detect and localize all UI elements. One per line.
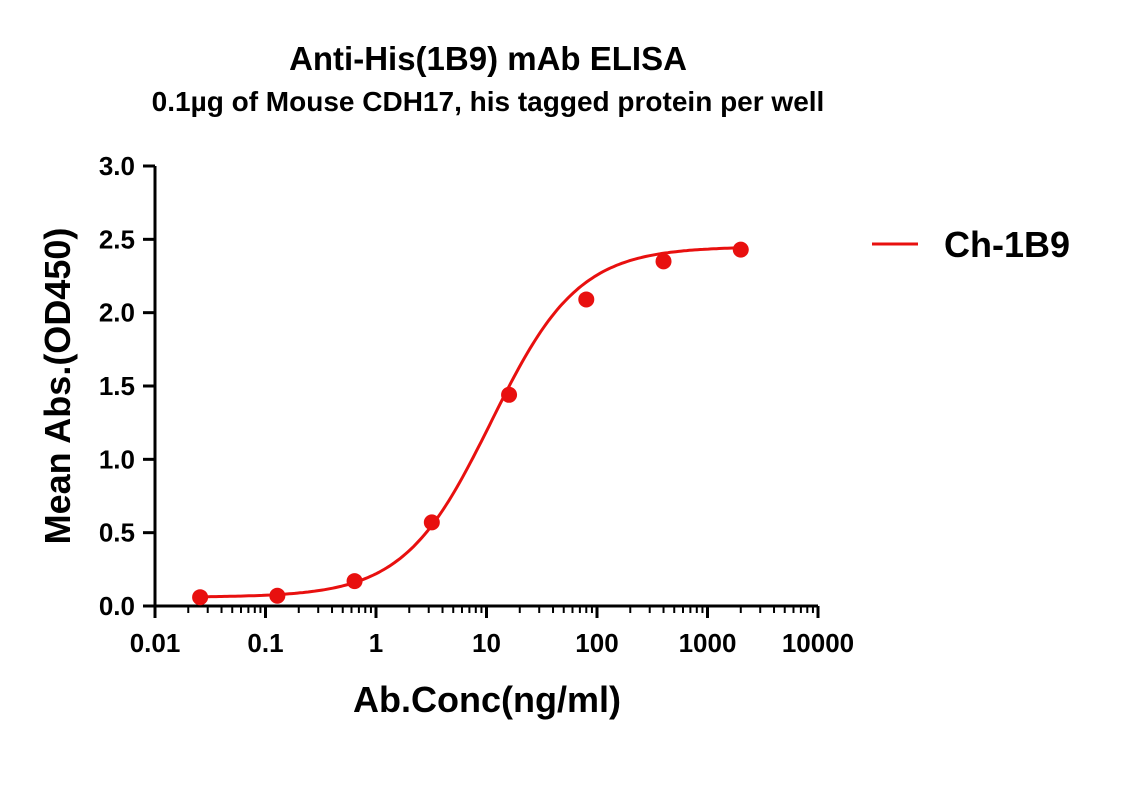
x-tick-label: 10000 xyxy=(782,628,854,658)
data-point xyxy=(423,514,440,531)
x-tick-label: 1 xyxy=(369,628,383,658)
x-tick-label: 0.1 xyxy=(247,628,283,658)
y-tick-label: 0.0 xyxy=(99,591,135,621)
data-point xyxy=(269,587,286,604)
y-tick-label: 2.0 xyxy=(99,298,135,328)
legend: Ch-1B9 xyxy=(872,224,1070,265)
x-tick-label: 10 xyxy=(472,628,501,658)
chart-title: Anti-His(1B9) mAb ELISA xyxy=(289,40,687,77)
y-tick-label: 3.0 xyxy=(99,151,135,181)
y-axis-label: Mean Abs.(OD450) xyxy=(37,228,78,545)
fit-curve xyxy=(200,246,741,599)
chart-subtitle: 0.1µg of Mouse CDH17, his tagged protein… xyxy=(152,86,825,117)
x-axis-label: Ab.Conc(ng/ml) xyxy=(353,679,621,720)
x-tick-label: 100 xyxy=(575,628,618,658)
y-tick-label: 2.5 xyxy=(99,224,135,254)
x-tick-label: 0.01 xyxy=(130,628,181,658)
tick-labels: 0.01 0.1 1 10 100 1000 10000 0.0 0.5 1.0 1.5 2.0 2.5… xyxy=(99,151,854,658)
legend-label: Ch-1B9 xyxy=(944,224,1070,265)
data-point xyxy=(655,253,672,270)
data-point xyxy=(501,386,518,403)
data-point xyxy=(732,241,749,258)
x-tick-label: 1000 xyxy=(679,628,737,658)
data-point xyxy=(192,589,209,606)
plot-area xyxy=(192,241,749,606)
y-tick-label: 0.5 xyxy=(99,518,135,548)
y-tick-label: 1.0 xyxy=(99,444,135,474)
data-point xyxy=(346,573,363,590)
y-tick-label: 1.5 xyxy=(99,371,135,401)
axes xyxy=(143,164,820,618)
data-point xyxy=(578,291,595,308)
